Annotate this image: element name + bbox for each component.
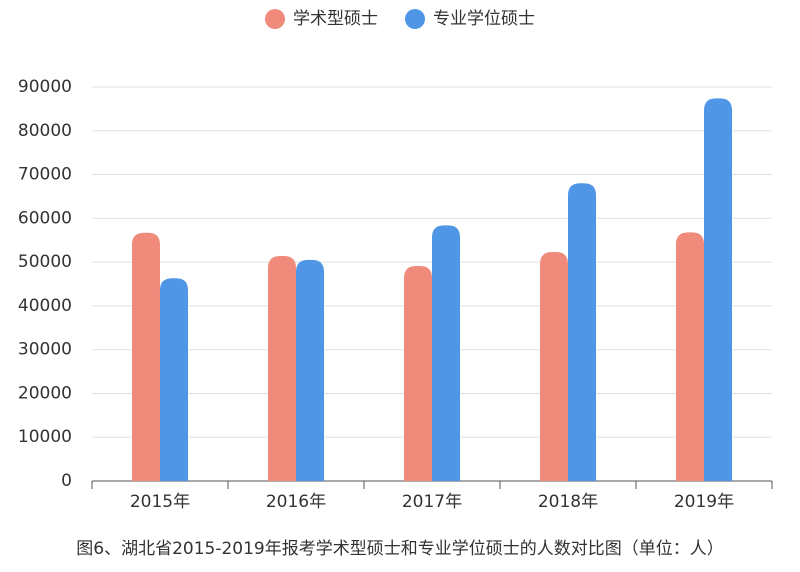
legend-label: 学术型硕士 — [293, 9, 378, 29]
legend-swatch — [405, 9, 425, 29]
y-tick-label: 80000 — [18, 121, 72, 141]
y-tick-label: 0 — [61, 471, 72, 491]
y-tick-label: 10000 — [18, 427, 72, 447]
legend-swatch — [265, 9, 285, 29]
y-tick-label: 40000 — [18, 296, 72, 316]
y-tick-label: 30000 — [18, 340, 72, 360]
x-tick-label: 2017年 — [402, 492, 462, 512]
bar — [568, 183, 596, 482]
bar — [676, 232, 704, 481]
bar — [160, 278, 188, 481]
chart-title: 图6、湖北省2015-2019年报考学术型硕士和专业学位硕士的人数对比图（单位：… — [76, 539, 723, 559]
legend-label: 专业学位硕士 — [433, 9, 535, 29]
bar — [296, 259, 324, 481]
x-tick-label: 2015年 — [130, 492, 190, 512]
bar — [132, 232, 160, 481]
y-tick-label: 70000 — [18, 165, 72, 185]
bar — [540, 252, 568, 481]
x-tick-label: 2016年 — [266, 492, 326, 512]
y-tick-label: 20000 — [18, 383, 72, 403]
bar — [704, 98, 732, 481]
bar — [404, 266, 432, 481]
y-tick-label: 60000 — [18, 208, 72, 228]
y-tick-label: 50000 — [18, 252, 72, 272]
y-tick-label: 90000 — [18, 77, 72, 97]
bar — [432, 225, 460, 481]
bar — [268, 255, 296, 481]
x-tick-label: 2018年 — [538, 492, 598, 512]
x-tick-label: 2019年 — [674, 492, 734, 512]
